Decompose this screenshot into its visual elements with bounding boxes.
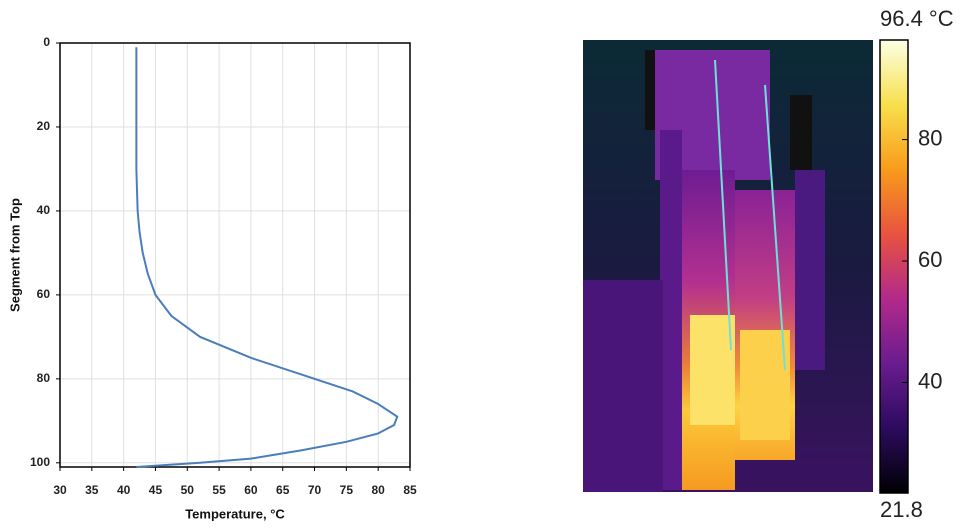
y-tick-label: 100 (30, 455, 50, 469)
y-tick-label: 60 (37, 287, 51, 301)
y-axis-title: Segment from Top (7, 198, 22, 312)
x-tick-label: 50 (181, 483, 195, 497)
x-tick-label: 60 (244, 483, 258, 497)
plot-frame (59, 42, 411, 468)
x-tick-label: 70 (308, 483, 322, 497)
x-tick-label: 75 (340, 483, 354, 497)
x-tick-label: 80 (372, 483, 386, 497)
y-tick-label: 0 (43, 35, 50, 49)
y-tick-label: 20 (37, 119, 51, 133)
y-tick-label: 40 (37, 203, 51, 217)
colorbar-label: 80 (918, 125, 942, 150)
x-tick-label: 35 (85, 483, 99, 497)
x-tick-label: 30 (53, 483, 67, 497)
colorbar-label: 21.8 (880, 497, 923, 522)
x-tick-label: 85 (403, 483, 417, 497)
x-axis-title: Temperature, °C (185, 506, 285, 521)
y-tick-label: 80 (37, 371, 51, 385)
colorbar-label: 40 (918, 368, 942, 393)
colorbar (879, 39, 909, 494)
x-tick-label: 40 (117, 483, 131, 497)
x-tick-label: 65 (276, 483, 290, 497)
thermal-image (583, 40, 873, 492)
colorbar-label: 60 (918, 247, 942, 272)
x-tick-label: 55 (212, 483, 226, 497)
colorbar-label: 96.4 °C (880, 6, 954, 31)
data-line (135, 47, 399, 468)
x-tick-label: 45 (149, 483, 163, 497)
